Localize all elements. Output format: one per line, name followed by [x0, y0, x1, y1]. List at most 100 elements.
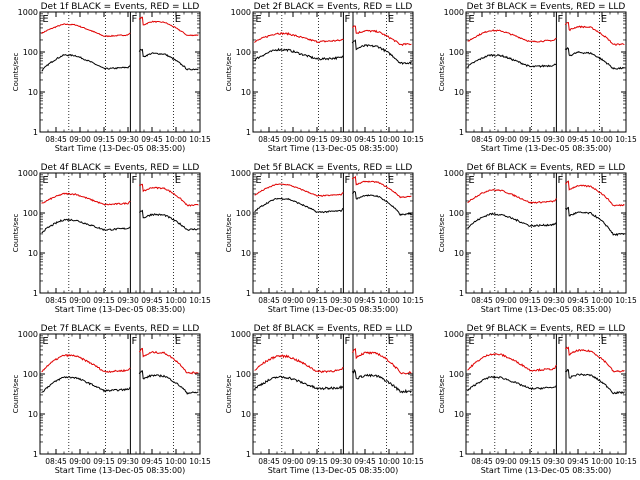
y-tick-label: 1000	[231, 330, 251, 339]
y-axis-label: Counts/sec	[438, 375, 446, 414]
x-tick-label: 09:15	[93, 135, 115, 144]
y-tick-label: 1	[246, 128, 251, 137]
x-tick-label: 08:45	[471, 296, 493, 305]
y-tick-label: 10	[28, 249, 38, 258]
y-tick-label: 1000	[231, 169, 251, 178]
plot-frame	[252, 11, 414, 133]
x-tick-label: 10:15	[189, 296, 211, 305]
panel-det-7: Det 7f BLACK = Events, RED = LLD 1 10 100 10…	[12, 324, 211, 475]
x-tick-label: 10:15	[189, 135, 211, 144]
y-axis-label: Counts/sec	[225, 53, 233, 92]
x-tick-label: 09:30	[543, 135, 565, 144]
x-tick-label: 09:15	[306, 135, 328, 144]
marker-label-e: E	[175, 336, 181, 347]
y-axis-label: Counts/sec	[12, 53, 20, 92]
marker-label-f: F	[558, 175, 564, 186]
y-tick-label: 1000	[18, 330, 38, 339]
y-tick-label: 10	[28, 88, 38, 97]
y-tick-label: 10	[454, 410, 464, 419]
x-axis-label: Start Time (13-Dec-05 08:35:00)	[55, 305, 186, 314]
marker-label-f: F	[345, 175, 351, 186]
x-tick-label: 09:15	[306, 457, 328, 466]
y-tick-label: 100	[23, 209, 38, 218]
y-tick-label: 1	[246, 450, 251, 459]
series-lld-line	[41, 16, 199, 38]
marker-label-f: F	[345, 14, 351, 25]
x-tick-label: 09:30	[330, 296, 352, 305]
y-tick-label: 10	[28, 410, 38, 419]
x-tick-label: 09:15	[519, 296, 541, 305]
x-tick-label: 09:00	[282, 296, 304, 305]
panel-det-4: Det 4f BLACK = Events, RED = LLD 1 10 100 10…	[12, 163, 211, 314]
x-tick-label: 10:00	[165, 457, 187, 466]
x-tick-label: 09:45	[141, 296, 163, 305]
panel-title: Det 7f BLACK = Events, RED = LLD	[41, 324, 200, 334]
panel-det-5: Det 5f BLACK = Events, RED = LLD 1 10 100 10…	[225, 163, 424, 314]
x-tick-label: 09:15	[306, 296, 328, 305]
marker-label-e: E	[42, 14, 48, 25]
marker-label-e: E	[601, 14, 607, 25]
y-tick-label: 100	[23, 370, 38, 379]
x-tick-label: 09:30	[330, 135, 352, 144]
x-tick-label: 09:15	[519, 457, 541, 466]
x-tick-label: 08:45	[45, 296, 67, 305]
series-events-line	[41, 209, 199, 234]
x-tick-label: 10:15	[402, 296, 424, 305]
series-events-line	[254, 39, 412, 65]
marker-label-f: F	[558, 14, 564, 25]
marker-label-f: F	[558, 336, 564, 347]
series-lld-line	[254, 25, 412, 47]
panel-det-9: Det 9f BLACK = Events, RED = LLD 1 10 100 10…	[438, 324, 637, 475]
x-tick-label: 10:15	[189, 457, 211, 466]
y-tick-label: 10	[241, 410, 251, 419]
marker-label-e: E	[388, 336, 394, 347]
x-tick-label: 09:15	[93, 457, 115, 466]
y-tick-label: 100	[236, 48, 251, 57]
y-tick-label: 1	[459, 450, 464, 459]
series-events-line	[41, 48, 199, 72]
series-events-line	[254, 190, 412, 217]
x-tick-label: 10:15	[402, 457, 424, 466]
y-tick-label: 100	[449, 370, 464, 379]
y-tick-label: 100	[449, 209, 464, 218]
marker-label-e: E	[175, 175, 181, 186]
x-tick-label: 08:45	[471, 457, 493, 466]
marker-label-e: E	[601, 175, 607, 186]
y-tick-label: 100	[236, 209, 251, 218]
series-events-line	[467, 368, 625, 395]
x-tick-label: 10:00	[591, 296, 613, 305]
plot-frame	[39, 172, 201, 294]
y-tick-label: 1	[33, 450, 38, 459]
x-tick-label: 09:45	[141, 457, 163, 466]
panel-title: Det 9f BLACK = Events, RED = LLD	[467, 324, 626, 334]
y-axis-label: Counts/sec	[12, 375, 20, 414]
y-tick-label: 1	[459, 289, 464, 298]
panel-title: Det 2f BLACK = Events, RED = LLD	[254, 2, 413, 12]
x-tick-label: 09:45	[567, 457, 589, 466]
plot-frame	[39, 333, 201, 455]
x-tick-label: 10:00	[378, 296, 400, 305]
plot-frame	[252, 172, 414, 294]
x-tick-label: 08:45	[258, 296, 280, 305]
marker-label-f: F	[132, 175, 138, 186]
y-tick-label: 10	[241, 88, 251, 97]
x-tick-label: 09:30	[117, 457, 139, 466]
x-axis-label: Start Time (13-Dec-05 08:35:00)	[268, 466, 399, 475]
x-tick-label: 09:00	[69, 457, 91, 466]
x-axis-label: Start Time (13-Dec-05 08:35:00)	[268, 144, 399, 153]
series-lld-line	[254, 175, 412, 199]
x-tick-label: 10:15	[615, 135, 637, 144]
x-axis-label: Start Time (13-Dec-05 08:35:00)	[481, 144, 612, 153]
x-tick-label: 09:45	[141, 135, 163, 144]
x-axis-label: Start Time (13-Dec-05 08:35:00)	[268, 305, 399, 314]
plot-frame	[39, 11, 201, 133]
y-tick-label: 1	[33, 128, 38, 137]
marker-label-e: E	[601, 336, 607, 347]
x-axis-label: Start Time (13-Dec-05 08:35:00)	[481, 305, 612, 314]
x-tick-label: 08:45	[45, 457, 67, 466]
panel-title: Det 8f BLACK = Events, RED = LLD	[254, 324, 413, 334]
y-axis-label: Counts/sec	[438, 53, 446, 92]
panel-title: Det 3f BLACK = Events, RED = LLD	[467, 2, 626, 12]
y-axis-label: Counts/sec	[12, 214, 20, 253]
x-tick-label: 09:45	[354, 135, 376, 144]
